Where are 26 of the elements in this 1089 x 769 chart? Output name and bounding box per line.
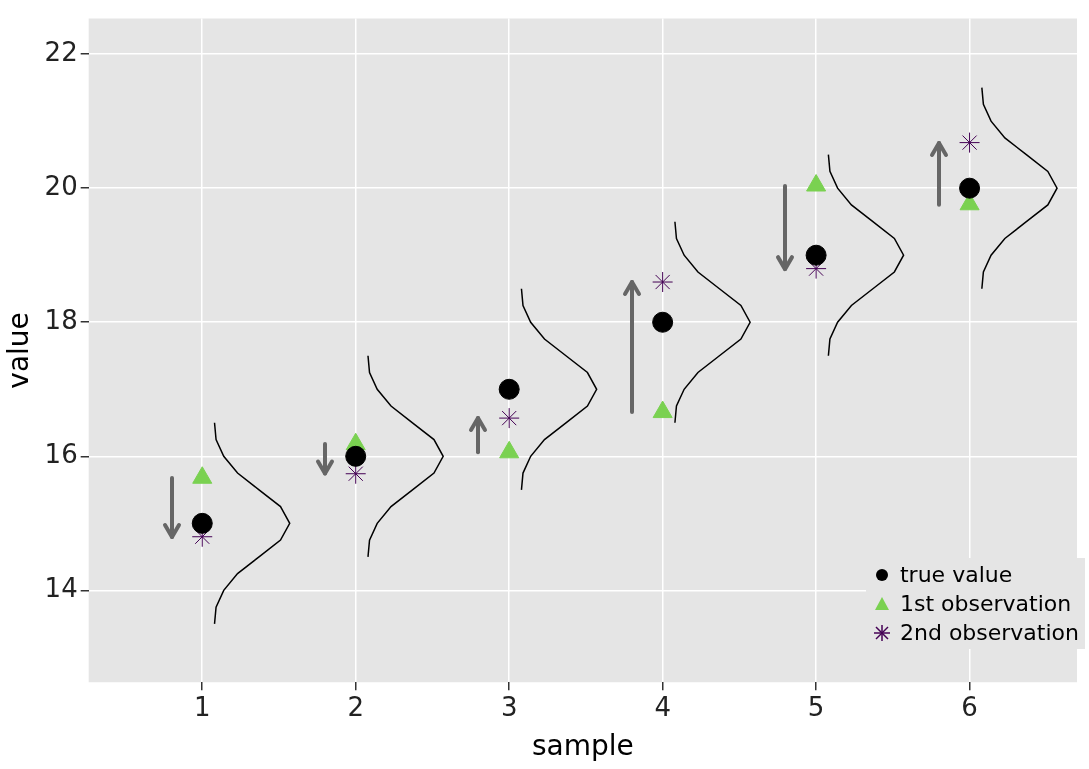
x-tick-label: 4 <box>654 691 671 722</box>
x-tick-label: 6 <box>961 691 978 722</box>
legend-label: true value <box>899 562 1013 587</box>
point <box>959 132 981 154</box>
x-tick-label: 1 <box>193 691 211 722</box>
point <box>652 271 674 293</box>
point <box>345 445 367 467</box>
x-axis-title: sample <box>531 729 634 763</box>
y-tick-label: 18 <box>44 305 78 335</box>
legend-label: 2nd observation <box>899 620 1079 645</box>
x-tick-label: 2 <box>347 691 364 722</box>
y-tick-label: 14 <box>44 573 78 604</box>
y-tick-label: 16 <box>44 439 78 470</box>
point <box>191 512 213 534</box>
y-tick-label: 22 <box>44 36 78 67</box>
x-tick-label: 3 <box>500 691 518 722</box>
y-tick-label: 20 <box>44 170 78 201</box>
point <box>652 311 674 333</box>
x-tick-label: 5 <box>807 691 825 722</box>
point <box>805 244 827 266</box>
point <box>345 463 367 485</box>
y-axis-title: value <box>2 312 36 389</box>
point <box>498 407 520 429</box>
legend-label: 1st observation <box>899 591 1072 616</box>
point <box>498 378 520 400</box>
point <box>959 177 981 199</box>
